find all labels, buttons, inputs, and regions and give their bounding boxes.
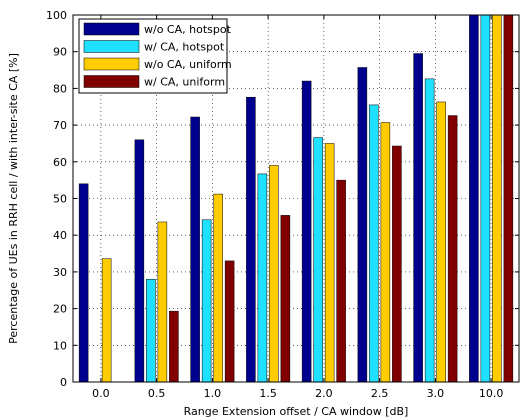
y-tick-label: 70 [53,119,67,132]
legend-label: w/o CA, uniform [144,58,232,71]
bar [469,14,479,383]
x-tick-label: 3.0 [427,387,445,400]
bar [280,215,291,383]
bar [436,101,446,383]
y-tick-label: 0 [60,376,67,389]
y-tick-label: 40 [53,229,67,242]
bar [380,122,391,383]
y-tick-label: 100 [46,9,67,22]
bar [146,278,156,383]
bar [324,143,335,383]
y-tick-label: 30 [53,266,67,279]
y-tick-label: 60 [53,156,67,169]
bar [313,137,323,383]
legend-label: w/ CA, hotspot [144,41,225,54]
bar [369,104,379,383]
legend-label: w/o CA, hotspot [144,23,232,36]
y-tick-label: 80 [53,82,67,95]
bar [190,116,200,383]
bar [201,219,212,383]
legend-swatch [83,57,140,71]
bar [357,67,368,383]
bar [169,310,179,383]
x-tick-label: 10.0 [479,387,504,400]
legend-swatch [83,22,140,36]
bar [213,193,223,383]
y-tick-label: 10 [53,339,67,352]
bar [492,14,502,383]
x-tick-label: 0.5 [148,387,166,400]
y-tick-label: 20 [53,303,67,316]
bar [134,139,145,383]
x-tick-label: 1.0 [204,387,222,400]
legend: w/o CA, hotspot w/ CA, hotspot w/o CA, uni… [78,18,232,94]
bar [503,14,514,383]
bar [424,78,435,383]
bar [257,173,268,383]
bars [78,14,514,383]
bar [224,260,235,383]
bar [447,115,458,383]
bar [392,145,402,383]
y-axis-label: Percentage of UEs in RRH cell / with int… [7,53,20,344]
bar [246,96,256,383]
bar [157,221,168,383]
x-tick-label: 1.5 [259,387,277,400]
x-axis-label: Range Extension offset / CA window [dB] [184,405,409,418]
legend-label: w/ CA, uniform [144,76,225,89]
bar [413,53,423,383]
y-axis-ticks: 0 10 20 30 40 50 60 70 80 90 100 [46,9,519,389]
x-tick-label: 2.5 [371,387,389,400]
x-axis-ticks: 0.0 0.5 1.0 1.5 2.0 2.5 3.0 10.0 [92,15,503,400]
x-tick-label: 2.0 [315,387,333,400]
bar [269,165,279,383]
bar [78,183,89,383]
y-tick-label: 90 [53,46,67,59]
legend-swatch [83,75,140,88]
bar [336,179,346,383]
bar [101,258,112,383]
x-tick-label: 0.0 [92,387,110,400]
y-tick-label: 50 [53,193,67,206]
bar [301,80,312,383]
legend-swatch [83,40,140,53]
bar [480,14,491,383]
